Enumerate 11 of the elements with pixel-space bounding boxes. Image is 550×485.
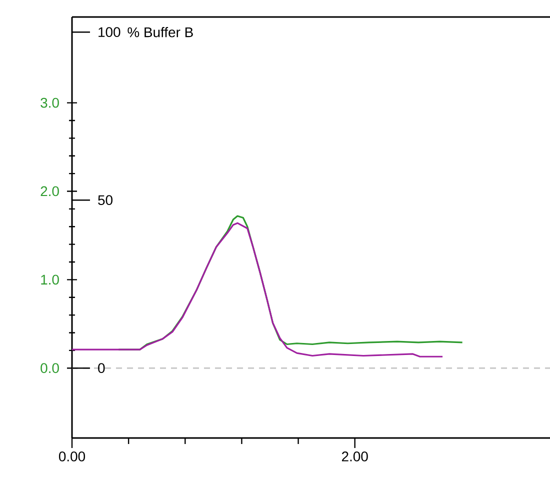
y-tick-label: 0.0	[40, 363, 59, 374]
y-tick-label: 3.0	[40, 98, 59, 108]
y-tick-label: 1.0	[41, 274, 59, 285]
y2-tick-label: 0	[98, 363, 105, 374]
y-tick-label: 2.0	[40, 186, 59, 196]
y2-axis-title: % Buffer B	[128, 27, 193, 38]
y2-tick-label: 100	[98, 27, 120, 38]
line-series	[71, 222, 444, 358]
x-tick-label: 2.00	[342, 452, 368, 462]
y2-tick-label: 50	[98, 195, 112, 206]
x-tick-label: 0.00	[58, 452, 86, 462]
